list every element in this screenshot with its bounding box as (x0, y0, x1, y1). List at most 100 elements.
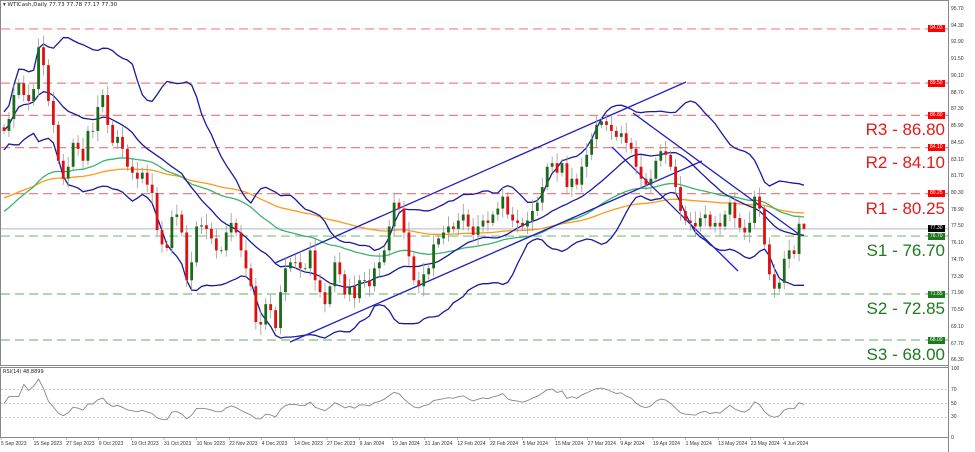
candle-body (96, 106, 100, 131)
candle-body (66, 166, 70, 179)
candle-body (481, 220, 485, 227)
symbol-label: WTICash,Daily (7, 2, 48, 8)
date-tick-label: 23 May 2024 (750, 441, 780, 447)
date-tick-label: 19 Oct 2023 (131, 441, 159, 447)
candle-body (293, 262, 297, 264)
main-panel-frame (0, 0, 949, 366)
candle-body (303, 268, 307, 270)
candle-body (308, 250, 312, 269)
candle-body (659, 151, 663, 161)
price-axis-tag: 68.00 (928, 336, 945, 344)
candle-body (234, 222, 238, 233)
price-axis-tag: 76.70 (928, 232, 945, 240)
candle-body (590, 139, 594, 155)
candle-body (264, 304, 268, 325)
candle-body (664, 151, 668, 155)
date-tick-label: 9 Jan 2024 (359, 441, 385, 447)
candle-body (323, 292, 327, 305)
candle-body (397, 202, 401, 209)
date-tick-label: 31 Oct 2023 (164, 441, 192, 447)
candle-body (170, 216, 174, 248)
candle-body (550, 163, 554, 167)
candle-body (289, 262, 292, 269)
rsi-line (3, 378, 805, 421)
candle-body (22, 83, 26, 96)
candle-body (486, 220, 490, 223)
candle-body (476, 226, 480, 235)
candle-body (466, 214, 470, 227)
date-tick-label: 19 Apr 2024 (653, 441, 680, 447)
date-tick-label: 22 Feb 2024 (490, 441, 519, 447)
price-tick-label: 73.30 (951, 273, 964, 280)
candle-body (150, 184, 154, 194)
price-axis-tag: 80.25 (928, 190, 945, 198)
date-tick-label: 5 Sep 2023 (1, 441, 27, 447)
price-tick-label: 69.10 (951, 323, 964, 330)
candle-body (402, 208, 406, 233)
candle-body (348, 286, 352, 295)
candle-body (713, 222, 717, 227)
candle-body (145, 172, 149, 185)
candle-body (224, 232, 228, 251)
level-label-s1: S1 - 76.70 (866, 241, 945, 261)
candle-body (684, 210, 687, 221)
bollinger-middle (3, 91, 805, 288)
candle-body (17, 83, 21, 96)
candle-body (649, 178, 653, 185)
candle-body (219, 250, 223, 252)
candle-body (723, 214, 727, 227)
candle-body (787, 250, 791, 259)
candle-body (269, 304, 273, 311)
price-tick-label: 85.90 (951, 123, 964, 130)
price-tick-label: 88.70 (951, 89, 964, 96)
price-tick-label: 95.70 (951, 6, 964, 12)
candle-body (461, 214, 465, 221)
candle-body (160, 230, 164, 245)
candle-body (432, 244, 436, 269)
price-tick-label: 71.90 (951, 290, 964, 297)
price-tick-label: 84.50 (951, 139, 964, 146)
price-tick-label: 74.70 (951, 256, 964, 263)
candle-body (456, 220, 460, 229)
candle-body (111, 124, 115, 143)
candle-body (733, 202, 737, 219)
candle-body (772, 274, 776, 289)
rsi-header: RSI(14) 48.8899 (3, 369, 44, 375)
ma-fast-line (3, 157, 805, 257)
candle-body (412, 256, 416, 281)
candle-body (175, 214, 179, 217)
candle-body (644, 178, 648, 185)
level-label-s2: S2 - 72.85 (866, 299, 945, 318)
trend-line (289, 160, 703, 343)
candle-body (130, 166, 134, 173)
candle-body (2, 127, 6, 131)
date-tick-label: 5 Mar 2024 (522, 441, 548, 447)
candle-body (580, 166, 584, 185)
price-tick-label: 90.10 (951, 72, 964, 79)
collapse-triangle-icon[interactable]: ▾ (3, 2, 6, 8)
candle-body (56, 124, 60, 161)
candle-body (180, 214, 184, 233)
price-tick-label: 87.30 (951, 106, 964, 113)
candle-body (274, 310, 278, 329)
rsi-tick-label: 30 (951, 414, 957, 421)
date-tick-label: 27 Sep 2023 (66, 441, 95, 447)
candle-body (506, 196, 510, 215)
candle-body (777, 282, 781, 289)
candle-body (600, 121, 603, 125)
candle-body (417, 280, 421, 287)
candle-body (195, 226, 198, 263)
candle-body (368, 280, 371, 287)
candle-body (728, 202, 732, 215)
candle-body (511, 214, 515, 221)
candle-body (743, 227, 747, 233)
date-tick-label: 4 Jun 2024 (783, 441, 809, 447)
candle-body (121, 136, 124, 149)
candle-body (165, 244, 169, 248)
candle-body (259, 322, 263, 325)
price-tick-label: 91.50 (951, 56, 964, 63)
level-label-r3: R3 - 86.80 (865, 120, 945, 140)
candle-body (792, 250, 796, 254)
candle-body (763, 208, 766, 245)
candle-body (407, 232, 411, 257)
